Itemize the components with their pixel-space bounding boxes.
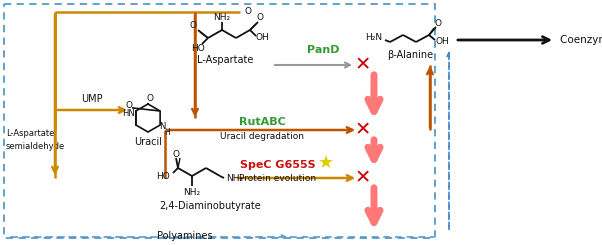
Text: ★: ★ — [318, 154, 334, 172]
Text: O: O — [256, 13, 264, 23]
Text: Protein evolution: Protein evolution — [240, 173, 317, 183]
Text: ✕: ✕ — [355, 56, 371, 74]
Text: Uracil: Uracil — [134, 137, 162, 147]
Text: HN: HN — [122, 109, 135, 118]
Text: HO: HO — [191, 44, 205, 52]
Text: O: O — [125, 101, 132, 110]
Text: O: O — [146, 94, 154, 102]
Text: L-Aspartate
semialdehyde: L-Aspartate semialdehyde — [6, 129, 65, 151]
Text: RutABC: RutABC — [238, 117, 285, 127]
Text: NH₂: NH₂ — [226, 173, 243, 183]
Text: H: H — [164, 127, 170, 136]
Text: L-Aspartate: L-Aspartate — [197, 55, 253, 65]
Text: SpeC G655S: SpeC G655S — [240, 160, 316, 170]
Text: O: O — [244, 8, 252, 16]
Text: OH: OH — [436, 37, 450, 47]
Text: UMP: UMP — [81, 94, 103, 104]
Text: O: O — [190, 22, 196, 30]
Text: NH₂: NH₂ — [184, 187, 200, 196]
Text: OH: OH — [256, 34, 270, 42]
Text: H₂N: H₂N — [365, 34, 382, 42]
Text: O: O — [435, 20, 441, 28]
Text: ✕: ✕ — [355, 121, 371, 139]
Text: β-Alanine: β-Alanine — [387, 50, 433, 60]
Text: Polyamines: Polyamines — [157, 231, 213, 241]
Text: NH₂: NH₂ — [214, 13, 231, 23]
Text: HO: HO — [157, 172, 170, 181]
Text: ✕: ✕ — [355, 169, 371, 187]
Text: PanD: PanD — [307, 45, 340, 55]
Text: Coenzyme A: Coenzyme A — [560, 35, 602, 45]
Text: Uracil degradation: Uracil degradation — [220, 132, 304, 140]
Text: 2,4-Diaminobutyrate: 2,4-Diaminobutyrate — [159, 201, 261, 211]
Text: N: N — [159, 122, 166, 131]
Text: O: O — [173, 149, 179, 159]
